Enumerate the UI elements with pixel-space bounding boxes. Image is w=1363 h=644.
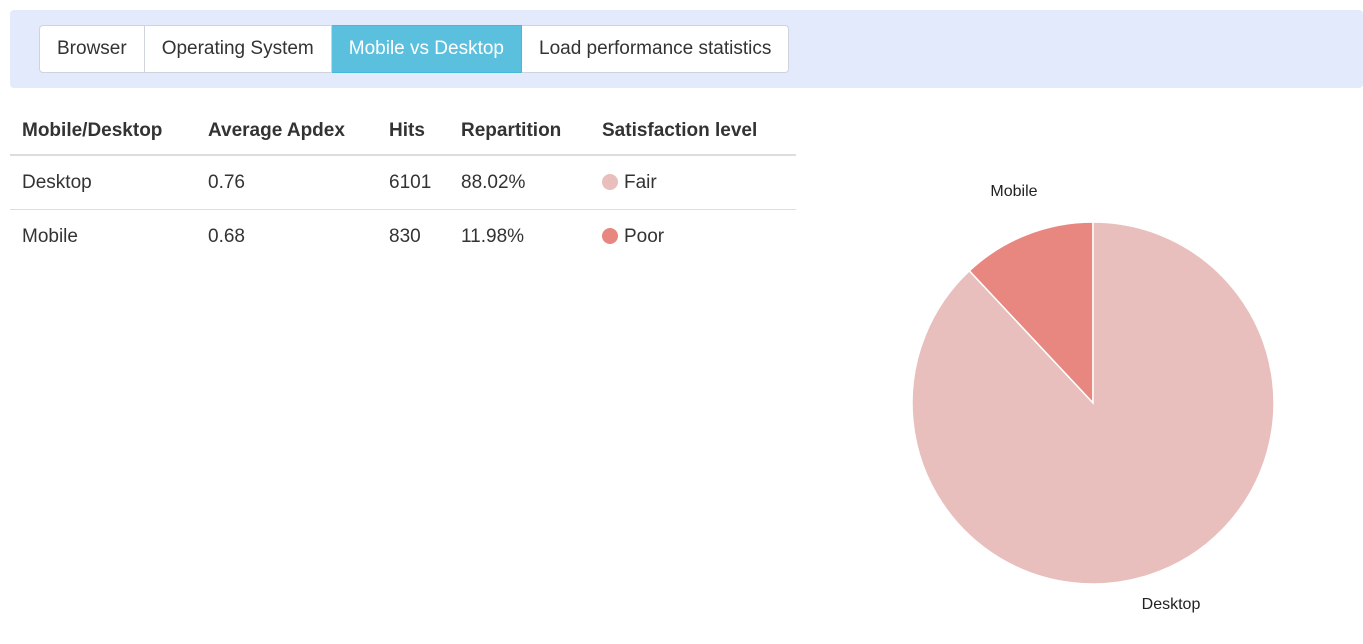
column-header-device: Mobile/Desktop: [10, 108, 196, 156]
cell-repartition: 11.98%: [461, 225, 525, 247]
tab-browser[interactable]: Browser: [39, 25, 145, 73]
column-header-satisfaction: Satisfaction level: [590, 108, 796, 156]
pie-slice-mobile[interactable]: [968, 221, 1094, 405]
column-header-apdex: Average Apdex: [196, 108, 377, 156]
cell-apdex: 0.76: [196, 155, 377, 210]
cell-satisfaction: Poor: [590, 210, 796, 264]
satisfaction-label: Poor: [624, 225, 665, 247]
cell-satisfaction: Fair: [590, 155, 796, 210]
cell-hits: 6101: [377, 155, 449, 210]
table-row: Mobile 0.68 830 11.98% Poor: [10, 210, 796, 264]
cell-device: Desktop: [10, 155, 196, 210]
tab-group: Browser Operating System Mobile vs Deskt…: [39, 25, 790, 73]
pie-label-desktop: Desktop: [1142, 596, 1201, 613]
tab-bar: Browser Operating System Mobile vs Deskt…: [10, 10, 1363, 88]
satisfaction-dot-icon: [602, 227, 618, 244]
tab-operating-system[interactable]: Operating System: [144, 25, 332, 73]
tab-load-performance-statistics[interactable]: Load performance statistics: [522, 25, 790, 73]
pie-label-mobile: Mobile: [990, 183, 1037, 200]
satisfaction-label: Fair: [624, 171, 657, 193]
table-header-row: Mobile/Desktop Average Apdex Hits Repart…: [10, 108, 796, 156]
pie-chart: Mobile Desktop: [911, 183, 1275, 613]
cell-apdex: 0.68: [208, 225, 245, 247]
cell-hits: 830: [389, 225, 421, 247]
tab-mobile-vs-desktop[interactable]: Mobile vs Desktop: [331, 25, 522, 73]
cell-device: Mobile: [22, 225, 78, 247]
pie-slice-desktop[interactable]: [911, 221, 1275, 585]
table-row: Desktop 0.76 6101 88.02% Fair: [10, 155, 796, 210]
satisfaction-dot-icon: [602, 173, 618, 190]
cell-repartition: 88.02%: [449, 155, 590, 210]
column-header-hits: Hits: [377, 108, 449, 156]
mobile-desktop-table: Mobile/Desktop Average Apdex Hits Repart…: [10, 108, 796, 263]
column-header-repartition: Repartition: [449, 108, 590, 156]
